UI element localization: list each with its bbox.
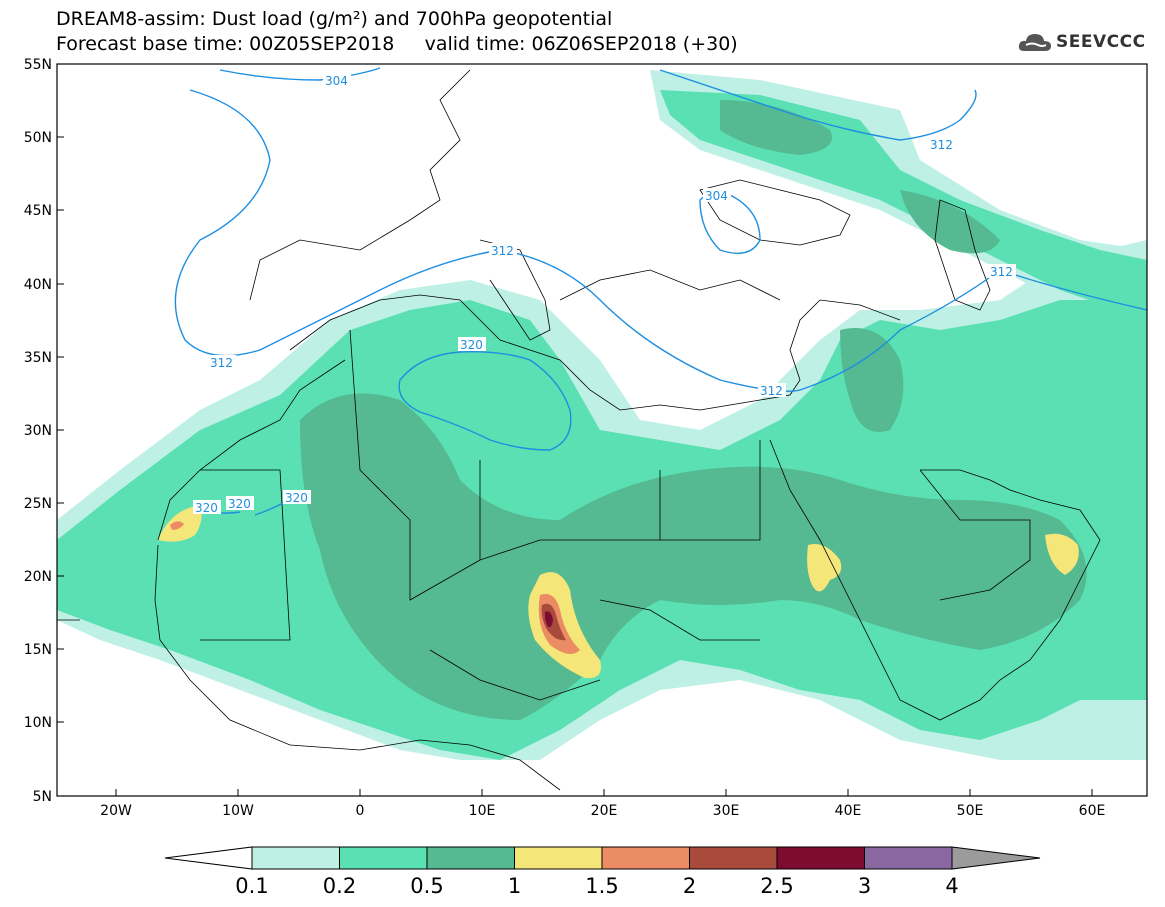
colorbar-label: 0.1	[235, 874, 268, 898]
map-title-line1: DREAM8-assim: Dust load (g/m²) and 700hP…	[56, 8, 613, 30]
lat-label: 5N	[33, 789, 52, 805]
lon-label: 20W	[100, 803, 132, 819]
colorbar-label: 1	[508, 874, 521, 898]
lon-label: 0	[356, 803, 365, 819]
colorbar-swatch	[339, 846, 428, 870]
latitude-axis: 55N 50N 45N 40N 35N 30N 25N 20N 15N 10N …	[24, 57, 64, 805]
lat-label: 10N	[24, 715, 52, 731]
lat-label: 50N	[24, 130, 52, 146]
contour-label: 304	[325, 74, 348, 88]
lat-label: 45N	[24, 203, 52, 219]
seevccc-logo: SEEVCCC	[1018, 30, 1146, 54]
coastlines	[57, 69, 1101, 791]
lat-label: 35N	[24, 350, 52, 366]
lon-label: 50E	[957, 803, 984, 819]
contour-label: 312	[491, 244, 514, 258]
contour-label: 304	[705, 189, 728, 203]
contour-label: 320	[228, 497, 251, 511]
colorbar-label: 2.5	[760, 874, 793, 898]
contour-label-group: 304 312 312 312 312 312 320 320 320 320 …	[193, 73, 1016, 515]
colorbar-label: 3	[858, 874, 871, 898]
colorbar-label: 4	[945, 874, 958, 898]
lat-label: 30N	[24, 423, 52, 439]
lon-label: 40E	[835, 803, 862, 819]
colorbar-swatch	[689, 846, 778, 870]
contour-label: 312	[930, 138, 953, 152]
contour-label: 320	[285, 491, 308, 505]
colorbar-swatch	[864, 846, 953, 870]
dust-shading-2.5	[544, 611, 553, 628]
colorbar-low-arrow	[164, 846, 253, 870]
lat-label: 15N	[24, 642, 52, 658]
dust-shading-0.5	[300, 100, 1087, 720]
colorbar-label: 0.5	[410, 874, 443, 898]
colorbar-swatch	[251, 846, 340, 870]
colorbar-swatch	[514, 846, 603, 870]
lon-label: 60E	[1079, 803, 1106, 819]
longitude-axis: 20W 10W 0 10E 20E 30E 40E 50E 60E	[100, 789, 1105, 819]
lat-label: 40N	[24, 277, 52, 293]
lat-label: 55N	[24, 57, 52, 73]
colorbar-high-arrow	[951, 846, 1041, 870]
colorbar-swatch	[426, 846, 515, 870]
contour-label: 312	[210, 356, 233, 370]
colorbar-swatch	[776, 846, 865, 870]
contour-label: 320	[460, 338, 483, 352]
lon-label: 20E	[591, 803, 618, 819]
colorbar: 0.1 0.2 0.5 1 1.5 2 2.5 3 4	[164, 846, 1041, 898]
contour-label: 320	[195, 501, 218, 515]
map-title-line2: Forecast base time: 00Z05SEP2018 valid t…	[56, 33, 738, 55]
lat-label: 25N	[24, 496, 52, 512]
lon-label: 10E	[469, 803, 496, 819]
lat-label: 20N	[24, 569, 52, 585]
lon-label: 10W	[222, 803, 254, 819]
colorbar-label: 1.5	[585, 874, 618, 898]
colorbar-label: 0.2	[323, 874, 356, 898]
cloud-icon	[1018, 34, 1051, 51]
colorbar-label: 2	[683, 874, 696, 898]
contour-label: 312	[990, 265, 1013, 279]
lon-label: 30E	[713, 803, 740, 819]
colorbar-swatch	[601, 846, 690, 870]
contour-label: 312	[760, 384, 783, 398]
logo-text: SEEVCCC	[1056, 32, 1146, 52]
